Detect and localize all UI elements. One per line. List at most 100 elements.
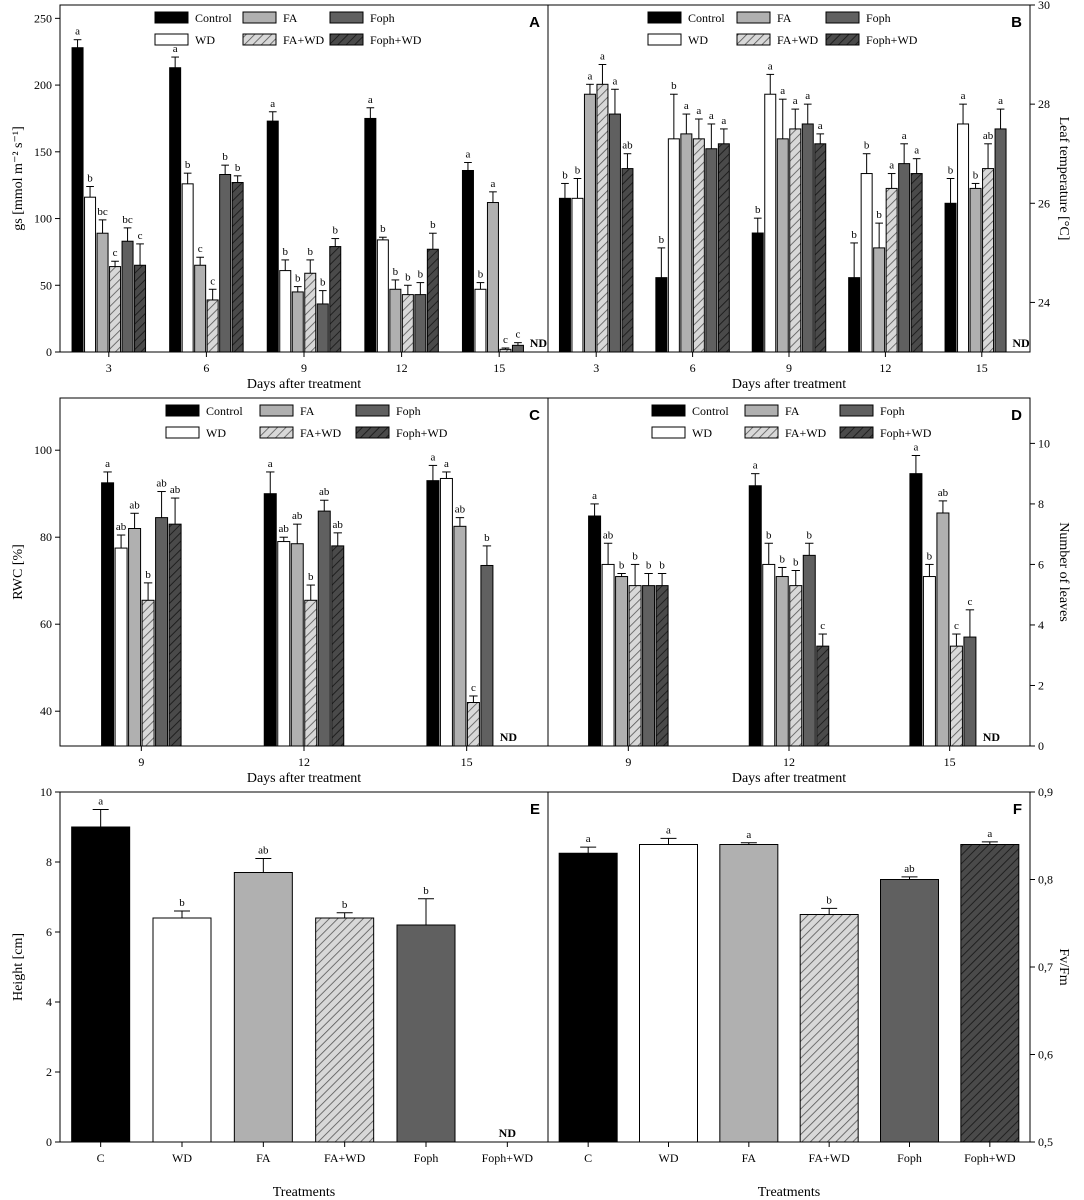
significance-letter: b	[619, 560, 625, 572]
bar-foph-12	[317, 510, 331, 747]
bar-control-12	[848, 277, 861, 353]
legend-swatch-foph	[355, 404, 390, 417]
significance-letter: a	[270, 98, 275, 110]
bar-fa-3	[583, 93, 596, 353]
bar-control-6	[169, 67, 182, 353]
bar-fa-15	[453, 525, 467, 747]
y-tick-label: 0,5	[1038, 1135, 1053, 1149]
bar-fa-wd-3	[109, 266, 122, 353]
significance-letter: b	[430, 219, 436, 231]
x-tick-label: 6	[690, 361, 696, 375]
significance-letter: a	[768, 60, 773, 72]
y-tick-label: 0,7	[1038, 960, 1053, 974]
significance-letter: b	[562, 169, 568, 181]
bar-control-3	[71, 47, 84, 353]
significance-letter: a	[696, 105, 701, 117]
significance-letter: b	[826, 894, 832, 906]
legend-swatch-control	[647, 11, 682, 24]
legend: Control FA Foph WD FA+WD Foph+WD	[651, 404, 932, 440]
significance-letter: a	[588, 70, 593, 82]
legend: Control FA Foph WD FA+WD Foph+WD	[154, 11, 422, 47]
significance-letter: a	[998, 95, 1003, 107]
significance-letter: ab	[904, 863, 915, 875]
legend-swatch-foph-wd	[355, 426, 390, 439]
legend-swatch-wd	[154, 33, 189, 46]
significance-letter: b	[87, 173, 93, 185]
bar-foph-wd-3	[134, 264, 147, 353]
bar-control-15	[944, 202, 957, 353]
significance-letter: b	[235, 162, 241, 174]
legend-swatch-fa	[259, 404, 294, 417]
significance-letter: a	[466, 148, 471, 160]
bar-foph-9	[642, 585, 656, 747]
legend-swatch-foph-wd	[825, 33, 860, 46]
significance-letter: b	[766, 529, 772, 541]
bar-fa-wd-fa-wd	[315, 917, 375, 1143]
bar-foph-15	[480, 564, 494, 747]
y-tick-label: 8	[46, 855, 52, 869]
bar-foph-wd-6	[231, 182, 244, 353]
x-tick-label: 9	[301, 361, 307, 375]
significance-letter: b	[320, 277, 326, 289]
significance-letter: b	[333, 225, 339, 237]
legend-label-foph-wd: Foph+WD	[396, 426, 448, 440]
significance-letter: b	[851, 229, 857, 241]
legend-label-foph-wd: Foph+WD	[370, 33, 422, 47]
significance-letter: a	[368, 94, 373, 106]
bar-wd-wd	[639, 844, 698, 1143]
bar-control-12	[748, 485, 762, 747]
y-axis-label: gs [mmol m⁻² s⁻¹]	[11, 126, 26, 230]
y-axis-label: Leaf temperature [°C]	[1056, 117, 1071, 241]
x-tick-label: Foph+WD	[482, 1151, 534, 1165]
y-tick-label: 60	[40, 617, 52, 631]
bar-foph-wd-9	[814, 143, 827, 353]
y-tick-label: 6	[46, 925, 52, 939]
panel-f: 0,5 0,6 0,7 0,8 0,9 Fv/Fm C WD FA FA+WD Foph Foph+W…	[547, 785, 1071, 1200]
y-tick-label: 0,9	[1038, 785, 1053, 799]
panel-label: E	[530, 801, 540, 818]
legend-label-fa-wd: FA+WD	[785, 426, 827, 440]
significance-letter: b	[632, 550, 638, 562]
significance-letter: b	[575, 165, 581, 177]
bar-fa-wd-15	[949, 645, 963, 747]
x-tick-label: 15	[493, 361, 505, 375]
bar-foph-9	[316, 303, 329, 353]
y-axis-label: RWC [%]	[11, 544, 26, 600]
nd-label: ND	[530, 336, 548, 350]
bar-fa-fa	[719, 844, 779, 1143]
significance-letter: ab	[333, 519, 344, 531]
significance-letter: c	[471, 682, 476, 694]
y-tick-label: 4	[1038, 618, 1044, 632]
panel-d: 0 2 4 6 8 10 Number of leaves 9 12 15 Days after t…	[547, 397, 1071, 786]
significance-letter: a	[793, 95, 798, 107]
bar-wd-15	[922, 576, 936, 747]
bar-control-9	[266, 120, 279, 353]
bar-foph-12	[414, 294, 427, 353]
x-tick-label: 9	[786, 361, 792, 375]
bar-foph-15	[963, 636, 977, 747]
bar-wd-3	[571, 197, 584, 353]
legend-label-fa: FA	[777, 11, 792, 25]
bar-foph-6	[705, 148, 718, 353]
significance-letter: b	[780, 553, 786, 565]
significance-letter: b	[185, 159, 191, 171]
significance-letter: a	[818, 120, 823, 132]
bar-foph-wd-9	[168, 523, 182, 747]
bar-fa-wd-9	[789, 128, 802, 353]
legend-label-fa: FA	[300, 404, 315, 418]
y-tick-label: 40	[40, 704, 52, 718]
bar-fa-wd-3	[596, 83, 609, 353]
x-axis-label: Days after treatment	[732, 377, 846, 392]
x-tick-label: WD	[659, 1151, 679, 1165]
bar-wd-9	[279, 270, 292, 353]
y-tick-label: 8	[1038, 497, 1044, 511]
bar-fa-wd-9	[304, 272, 317, 353]
bar-fa-wd-12	[304, 599, 318, 747]
x-tick-label: 6	[203, 361, 209, 375]
x-tick-label: 3	[593, 361, 599, 375]
bar-control-15	[909, 473, 923, 747]
y-tick-label: 0,8	[1038, 873, 1053, 887]
bar-control-9	[101, 482, 115, 747]
y-tick-label: 2	[1038, 678, 1044, 692]
